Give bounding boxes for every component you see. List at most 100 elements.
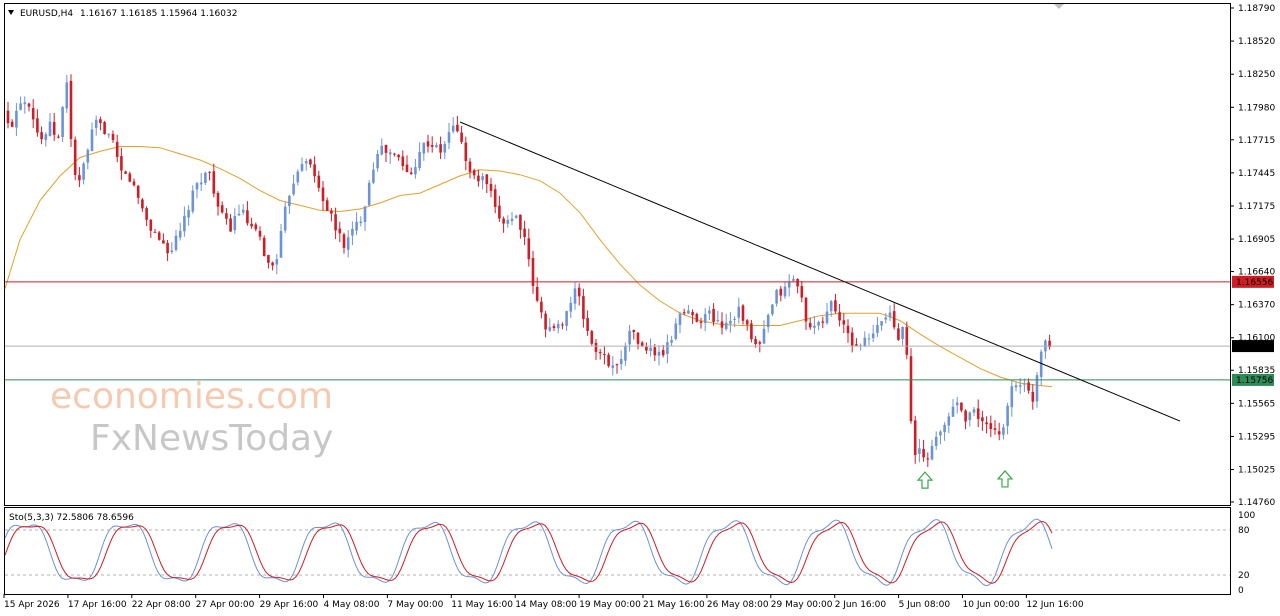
candle-body [128,173,132,182]
candle-body [52,122,56,135]
candle-body [246,210,249,224]
candle-body [792,279,795,281]
candle-body [863,337,867,347]
candle-body [926,458,930,460]
current-price-label: 1.16032 [1236,342,1273,352]
candle-body [258,230,262,237]
candle-body [653,347,657,356]
y-tick-label: 1.17445 [1238,169,1275,179]
candle-body [691,312,694,316]
candle-body [750,323,753,340]
candle-body [65,82,69,109]
candle-body [216,192,220,207]
y-tick-label: 1.15295 [1238,432,1275,442]
candle-body [951,406,955,417]
candle-body [388,152,392,155]
candle-body [918,448,921,454]
candle-body [779,288,783,296]
candle-body [145,208,148,220]
candle-body [57,136,60,138]
candle-body [997,431,1001,435]
candle-body [313,164,316,177]
candle-body [288,195,291,206]
candle-body [267,255,270,263]
candle-body [817,321,820,326]
candle-body [485,174,489,185]
candle-body [447,132,451,143]
up-arrow-icon [996,470,1014,488]
support-price-label: 1.15756 [1236,376,1273,386]
candle-body [548,327,552,331]
candle-body [19,103,22,110]
candle-body [678,313,682,325]
candle-body [493,189,497,207]
scroll-marker-icon[interactable] [1054,4,1064,9]
candle-body [846,325,850,334]
stoch-axis-label: 80 [1238,526,1250,536]
candle-body [409,172,413,175]
candle-body [36,118,39,133]
candle-body [598,352,602,354]
candle-body [162,240,165,244]
candle-body [82,163,85,180]
x-tick-label: 15 Apr 2026 [4,600,60,610]
candle-body [346,237,350,250]
candle-body [838,312,841,321]
y-tick-label: 1.15025 [1238,466,1275,476]
downtrend-line [459,121,1181,422]
candle-body [6,110,10,124]
x-tick-label: 2 Jun 16:00 [835,600,887,610]
candle-body [955,402,959,406]
up-arrow-icon [916,471,934,489]
price-pane-frame [4,3,1231,506]
candle-body [1006,405,1009,426]
candle-body [15,110,18,128]
candle-body [78,175,81,181]
candle-body [804,297,808,322]
candle-body [603,353,606,355]
candle-body [884,317,888,320]
candle-body [939,431,942,436]
candle-body [330,210,333,214]
watermark-line1: economies.com [50,376,333,417]
y-tick-label: 1.17980 [1238,103,1275,113]
y-tick-label: 1.18250 [1238,70,1275,80]
candle-body [771,304,774,315]
candle-body [120,156,123,171]
candle-body [199,182,203,185]
candle-body [901,326,904,339]
candle-body [317,175,321,188]
candle-body [1039,351,1043,377]
candle-body [363,206,367,222]
candle-body [262,237,266,257]
candle-body [414,166,417,175]
candle-body [283,206,287,231]
candle-body [99,119,102,124]
candle-body [359,221,363,224]
candle-body [187,209,190,218]
collapse-triangle-icon[interactable] [8,10,14,15]
candle-body [170,250,174,253]
candle-body [1002,427,1005,435]
candle-body [367,182,371,206]
candle-body [758,342,762,344]
candle-body [204,172,207,183]
candle-body [909,356,913,422]
candle-body [519,214,522,230]
candle-body [531,257,535,286]
y-tick-label: 1.18520 [1238,37,1275,47]
candles [6,74,1051,467]
candle-body [498,205,501,219]
y-tick-label: 1.14760 [1238,498,1275,508]
candle-body [611,365,615,368]
candle-body [586,318,589,331]
candle-body [191,190,195,212]
candle-body [481,176,484,181]
candle-body [334,214,337,231]
candle-body [27,103,31,107]
candle-body [136,185,140,198]
candle-body [674,323,678,339]
candle-body [397,154,400,158]
candle-body [489,183,493,191]
candle-body [468,161,472,172]
